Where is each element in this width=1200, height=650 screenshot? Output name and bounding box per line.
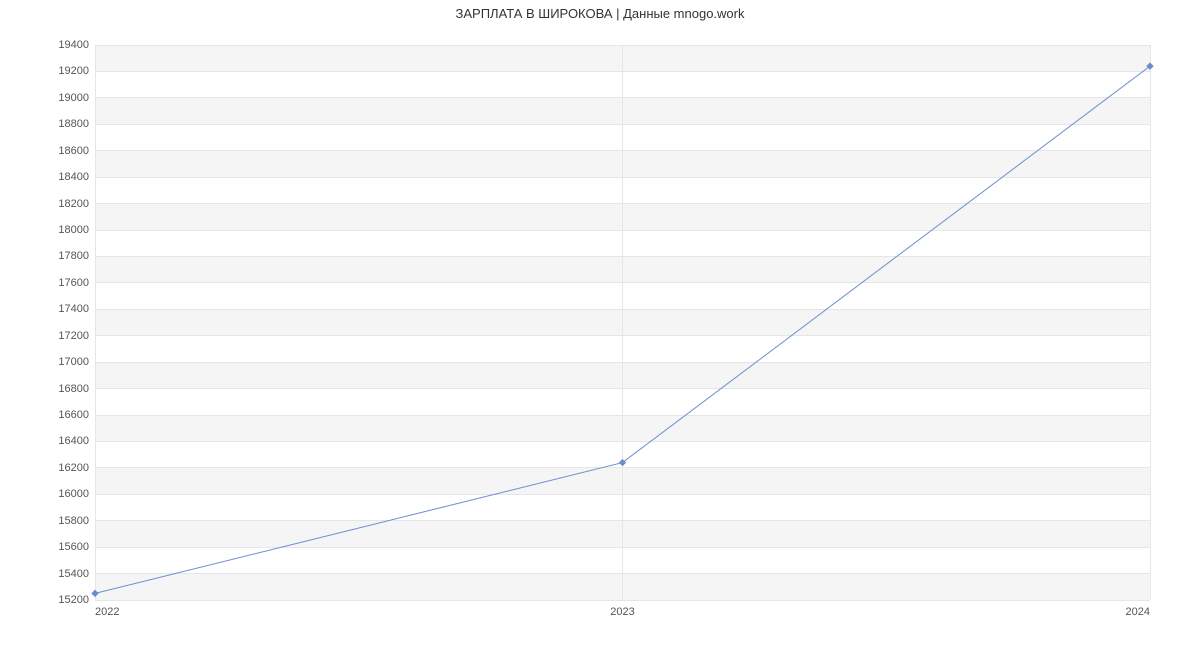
y-axis-tick-label: 15600 xyxy=(58,541,89,553)
y-axis-tick-label: 16000 xyxy=(58,488,89,500)
salary-line-chart: ЗАРПЛАТА В ШИРОКОВА | Данные mnogo.work … xyxy=(0,0,1200,650)
chart-title: ЗАРПЛАТА В ШИРОКОВА | Данные mnogo.work xyxy=(0,6,1200,21)
x-axis-tick-label: 2023 xyxy=(610,606,634,618)
y-axis-tick-label: 18200 xyxy=(58,198,89,210)
y-axis-tick-label: 17800 xyxy=(58,250,89,262)
y-axis-tick-label: 15800 xyxy=(58,515,89,527)
y-axis-tick-label: 17200 xyxy=(58,330,89,342)
y-axis-tick-label: 18400 xyxy=(58,171,89,183)
y-axis-tick-label: 16200 xyxy=(58,462,89,474)
x-axis-tick-label: 2022 xyxy=(95,606,119,618)
y-axis-tick-label: 19400 xyxy=(58,39,89,51)
chart-plot-area: 1520015400156001580016000162001640016600… xyxy=(95,45,1150,600)
chart-data-marker xyxy=(92,590,98,596)
chart-series xyxy=(95,45,1150,600)
y-axis-tick-label: 16400 xyxy=(58,435,89,447)
y-axis-tick-label: 19200 xyxy=(58,65,89,77)
x-axis-tick-label: 2024 xyxy=(1126,606,1150,618)
y-axis-tick-label: 16800 xyxy=(58,383,89,395)
y-axis-tick-label: 15400 xyxy=(58,568,89,580)
y-axis-tick-label: 19000 xyxy=(58,92,89,104)
y-axis-tick-label: 18800 xyxy=(58,118,89,130)
y-axis-tick-label: 17600 xyxy=(58,277,89,289)
y-axis-tick-label: 17000 xyxy=(58,356,89,368)
y-axis-tick-label: 18600 xyxy=(58,145,89,157)
y-axis-tick-label: 15200 xyxy=(58,594,89,606)
y-axis-tick-label: 18000 xyxy=(58,224,89,236)
y-axis-tick-label: 16600 xyxy=(58,409,89,421)
y-axis-tick-label: 17400 xyxy=(58,303,89,315)
chart-line xyxy=(95,66,1150,593)
